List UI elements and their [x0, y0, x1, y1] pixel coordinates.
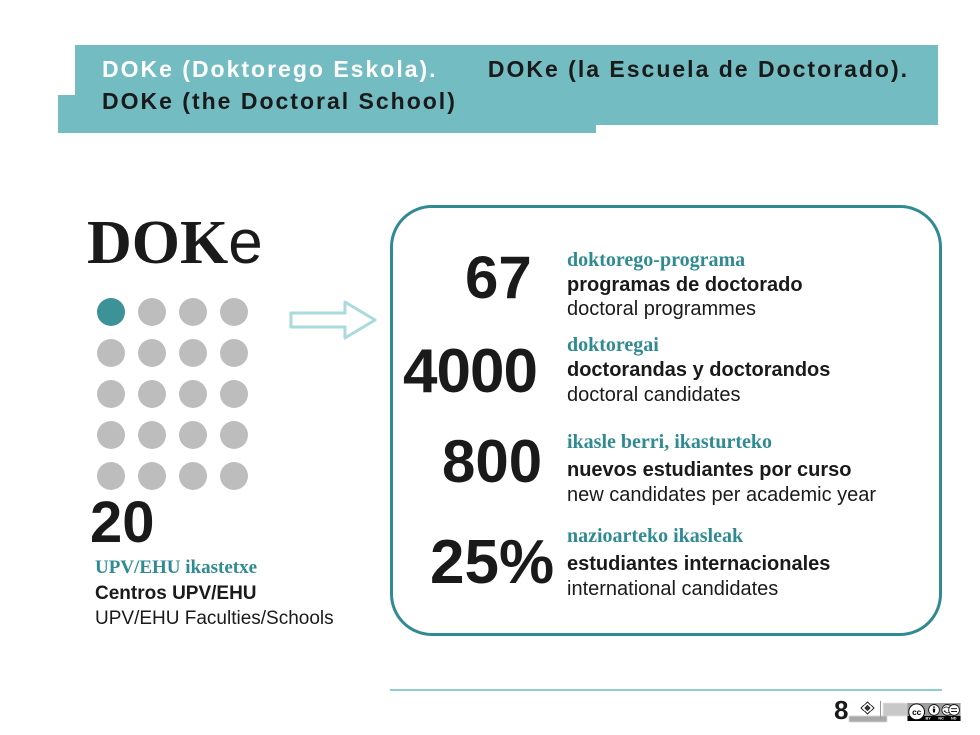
svg-text:BY: BY — [925, 717, 931, 721]
svg-text:ND: ND — [951, 717, 957, 721]
svg-text:NC: NC — [938, 717, 944, 721]
svg-text:cc: cc — [912, 708, 922, 717]
